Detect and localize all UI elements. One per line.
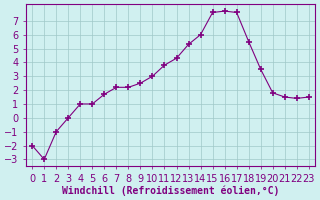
X-axis label: Windchill (Refroidissement éolien,°C): Windchill (Refroidissement éolien,°C) <box>62 185 279 196</box>
